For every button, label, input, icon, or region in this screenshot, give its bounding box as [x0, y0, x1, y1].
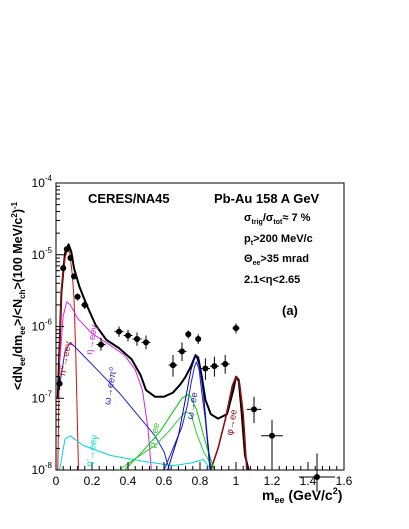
- y-tick-label: 10-8: [32, 461, 53, 477]
- y-tick-exponent: -5: [45, 246, 53, 255]
- data-point: [60, 265, 67, 272]
- cut-tail: ≈ 7 %: [282, 212, 310, 224]
- series-label-7: φ→ee: [225, 409, 240, 437]
- y-tick-label: 10-4: [32, 174, 53, 190]
- series-line-8: [124, 393, 215, 471]
- cut-mid: /σ: [263, 212, 274, 224]
- series-line-9: [167, 356, 212, 471]
- data-points-layer: [56, 246, 335, 492]
- system-label: Pb-Au 158 A GeV: [214, 191, 320, 206]
- cut-main: Θ: [244, 253, 253, 265]
- x-axis-label: mee (GeV/c2): [262, 486, 342, 505]
- y-tick-exponent: -4: [45, 174, 53, 183]
- data-point: [116, 328, 122, 335]
- x-tick-label: 1.2: [264, 474, 281, 488]
- series-label-6: ω→ee: [185, 391, 201, 420]
- y-tick-base: 10: [32, 320, 46, 334]
- x-tick-label: 0.8: [192, 474, 209, 488]
- x-tick-label: 0: [53, 474, 60, 488]
- data-point: [98, 341, 104, 348]
- x-axis-ticks: 0 0.2 0.4 0.6 0.8 1 1.2 1.4 1.6: [53, 462, 353, 488]
- y-tick-exponent: -7: [45, 389, 53, 398]
- experiment-label: CERES/NA45: [88, 191, 170, 206]
- y-tick-label: 10-6: [32, 318, 53, 334]
- cut-sub: trig: [252, 219, 263, 226]
- y-tick-label: 10-7: [32, 389, 53, 405]
- y-tick-label: 10-5: [32, 246, 53, 262]
- panel-label: (a): [282, 303, 298, 318]
- x-tick-label: 1.6: [336, 474, 353, 488]
- data-point: [314, 473, 320, 480]
- data-point: [179, 348, 185, 355]
- curves-layer: [56, 243, 250, 471]
- cut-theta-ee: Θee>35 mrad: [244, 253, 309, 267]
- cut-main: p: [244, 233, 251, 245]
- x-tick-label: 1: [233, 474, 240, 488]
- cut-sub: t: [251, 240, 254, 247]
- cut-eta: 2.1<η<2.65: [244, 274, 300, 286]
- y-axis-label: <dNee/dmee>/<Nch>(100 MeV/c2)-1: [10, 201, 27, 390]
- x-tick-label: 0.2: [84, 474, 101, 488]
- data-point: [195, 335, 202, 342]
- data-point: [211, 363, 218, 370]
- series-label-2: η→eeγ: [84, 324, 100, 356]
- data-point: [202, 365, 209, 372]
- cut-tail: >35 mrad: [260, 253, 309, 265]
- y-tick-base: 10: [32, 176, 46, 190]
- data-point: [81, 301, 88, 308]
- data-point: [67, 255, 74, 262]
- data-point: [170, 362, 176, 369]
- x-tick-label: 1.4: [300, 474, 317, 488]
- data-point: [71, 273, 77, 280]
- y-tick-base: 10: [32, 248, 46, 262]
- cut-sub2: tot: [273, 219, 283, 226]
- series-line-4: [59, 435, 212, 471]
- cut-sub: ee: [253, 260, 261, 267]
- cut-sigma-trig: σtrig/σtot≈ 7 %: [244, 212, 311, 226]
- x-tick-label: 0.4: [120, 474, 137, 488]
- y-tick-exponent: -6: [45, 318, 53, 327]
- data-point: [269, 432, 275, 439]
- data-point: [74, 293, 81, 300]
- data-point: [143, 339, 149, 346]
- y-tick-exponent: -8: [45, 461, 53, 470]
- cut-tail: >200 MeV/c: [253, 233, 313, 245]
- series-label-4: η'→eeγ: [84, 434, 100, 468]
- data-point: [233, 325, 239, 332]
- cut-main: σ: [244, 212, 252, 224]
- x-tick-label: 0.6: [156, 474, 173, 488]
- series-line-3: [59, 341, 170, 471]
- y-tick-base: 10: [32, 391, 46, 405]
- cut-main: 2.1<η<2.65: [244, 274, 300, 286]
- y-axis-ticks: 10-810-710-610-510-4: [32, 174, 64, 477]
- data-point: [251, 406, 257, 413]
- series-label-5: ρ→ee: [147, 422, 162, 449]
- cut-pt: pt>200 MeV/c: [244, 233, 313, 247]
- data-point: [185, 331, 192, 338]
- data-point: [56, 380, 63, 387]
- series-label-3: ω→eeπ⁰: [102, 366, 119, 405]
- y-tick-base: 10: [32, 463, 46, 477]
- data-point: [222, 361, 229, 368]
- data-point: [125, 332, 131, 339]
- data-point: [134, 335, 140, 342]
- series-line-7: [210, 375, 248, 471]
- data-point: [63, 246, 70, 253]
